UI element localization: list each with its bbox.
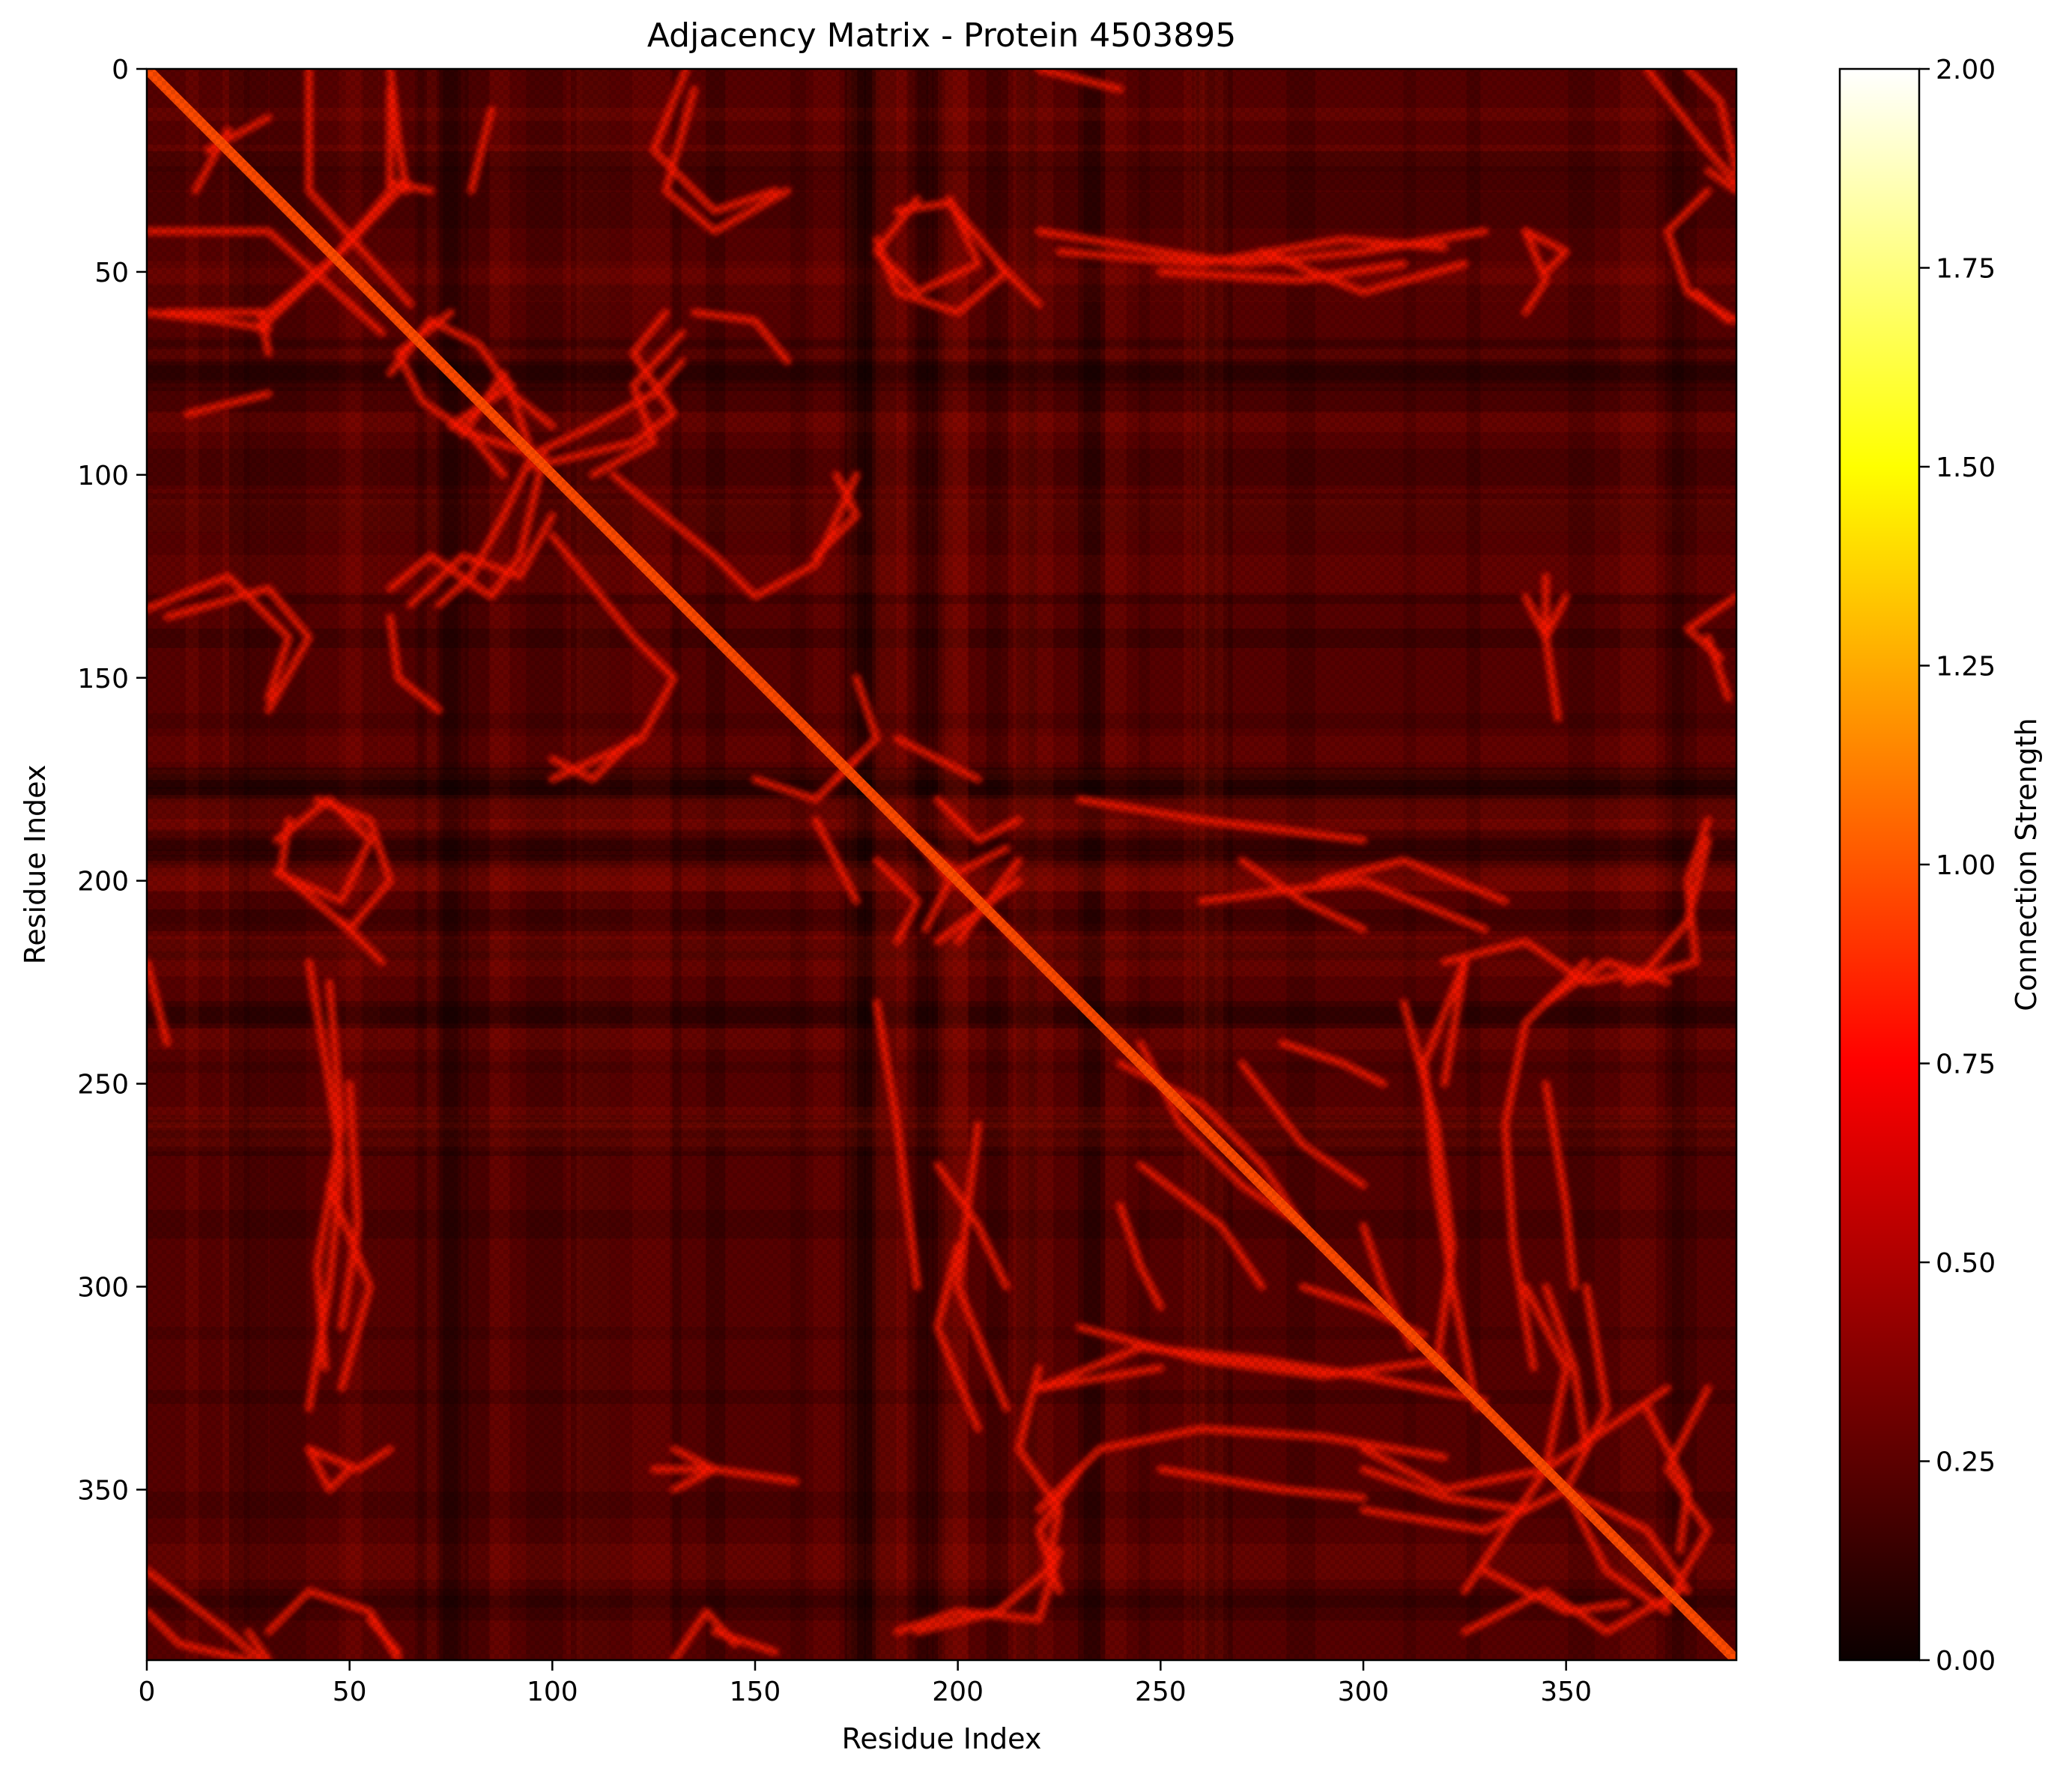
chart-title: Adjacency Matrix - Protein 4503895 bbox=[647, 16, 1236, 55]
x-tick-label: 200 bbox=[932, 1677, 984, 1707]
heatmap-area bbox=[147, 69, 1736, 1660]
colorbar-tick-label: 0.50 bbox=[1936, 1248, 1996, 1279]
x-tick-label: 100 bbox=[527, 1677, 578, 1707]
y-axis-ticks: 0 50 100 150 200 250 300 350 bbox=[77, 55, 147, 1506]
colorbar-tick-label: 1.50 bbox=[1936, 452, 1996, 483]
colorbar-tick-label: 1.75 bbox=[1936, 254, 1996, 285]
x-tick-label: 50 bbox=[333, 1677, 367, 1707]
colorbar-tick-label: 0.75 bbox=[1936, 1050, 1996, 1080]
colorbar-ticks: 0.00 0.25 0.50 0.75 1.00 1.25 1.50 1.75 2.00 bbox=[1919, 55, 1996, 1677]
colorbar-tick-label: 2.00 bbox=[1936, 55, 1996, 85]
x-tick-label: 350 bbox=[1540, 1677, 1592, 1707]
colorbar-tick-label: 1.25 bbox=[1936, 652, 1996, 682]
colorbar-tick-label: 0.00 bbox=[1936, 1646, 1996, 1677]
x-tick-label: 250 bbox=[1135, 1677, 1187, 1707]
x-tick-label: 300 bbox=[1338, 1677, 1390, 1707]
y-tick-label: 50 bbox=[94, 258, 129, 288]
heatmap-checker-texture bbox=[147, 69, 1736, 1660]
colorbar bbox=[1838, 67, 1921, 1662]
y-tick-label: 250 bbox=[77, 1070, 129, 1101]
y-tick-label: 100 bbox=[77, 461, 129, 491]
x-tick-label: 150 bbox=[730, 1677, 781, 1707]
x-tick-label: 0 bbox=[139, 1677, 156, 1707]
y-tick-label: 300 bbox=[77, 1273, 129, 1304]
colorbar-tick-label: 1.00 bbox=[1936, 850, 1996, 881]
x-axis-ticks: 0 50 100 150 200 250 300 350 bbox=[139, 1660, 1592, 1707]
y-axis-label: Residue Index bbox=[19, 765, 52, 965]
x-axis-label: Residue Index bbox=[842, 1722, 1042, 1755]
y-tick-label: 200 bbox=[77, 867, 129, 897]
y-tick-label: 0 bbox=[112, 55, 129, 85]
colorbar-label: Connection Strength bbox=[2010, 718, 2043, 1011]
plot-frame bbox=[145, 67, 1738, 1662]
y-tick-label: 350 bbox=[77, 1475, 129, 1506]
colorbar-tick-label: 0.25 bbox=[1936, 1447, 1996, 1478]
y-tick-label: 150 bbox=[77, 664, 129, 694]
